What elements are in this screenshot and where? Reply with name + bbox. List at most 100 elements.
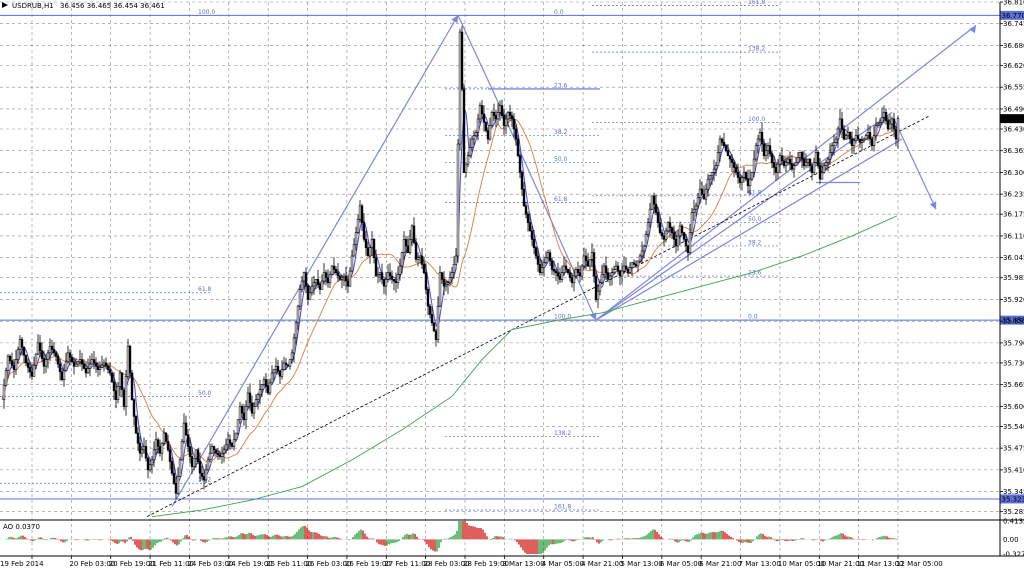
candle-body — [166, 441, 170, 451]
candle-body — [534, 247, 538, 257]
x-tick-label: 20 Feb 19:00 — [109, 560, 155, 568]
candle-body — [836, 128, 840, 140]
candle-body — [150, 459, 154, 466]
candle-body — [260, 384, 264, 390]
candle-body — [10, 360, 14, 366]
candle-body — [230, 442, 234, 447]
candles — [2, 25, 900, 500]
candle-body — [832, 142, 836, 147]
candle-body — [494, 115, 498, 120]
candle-body — [248, 392, 252, 404]
candle-body — [86, 368, 90, 374]
candle-body — [696, 197, 700, 207]
y-tick-label: 36.235 — [1003, 191, 1024, 199]
candle-body — [708, 175, 712, 180]
candle-body — [672, 232, 676, 240]
candle-body — [440, 272, 444, 280]
candle-body — [510, 115, 514, 120]
candle-body — [8, 355, 12, 362]
candle-body — [766, 145, 770, 152]
candle-body — [728, 155, 732, 160]
candle-body — [844, 135, 848, 140]
candle-body — [482, 113, 486, 123]
fib-level-label: 0.0 — [554, 9, 564, 16]
candle-body — [768, 145, 772, 155]
y-tick-label: 35.600 — [1003, 403, 1024, 411]
candle-body — [634, 264, 638, 267]
y-tick-label: 35.920 — [1003, 296, 1024, 304]
candle-body — [624, 265, 628, 270]
candle-body — [302, 272, 306, 282]
candle-body — [792, 165, 796, 170]
candle-body — [724, 145, 728, 152]
candle-body — [70, 357, 74, 363]
candle-body — [344, 275, 348, 282]
candle-body — [630, 262, 634, 268]
candle-body — [396, 274, 400, 284]
candle-body — [486, 130, 490, 140]
candle-body — [582, 255, 586, 267]
candle-body — [700, 188, 704, 195]
x-tick-label: 25 Feb 11:00 — [266, 560, 312, 568]
candle-body — [664, 230, 668, 240]
candle-body — [268, 382, 272, 394]
x-tick-label: 10 Mar 21:00 — [817, 560, 864, 568]
horizontal-levels[interactable]: 36.770 35.858 35.323 — [0, 10, 1024, 504]
candle-body — [828, 152, 832, 160]
candle-body — [462, 88, 466, 173]
candle-body — [516, 138, 520, 157]
candle-body — [718, 138, 722, 153]
candle-body — [312, 282, 316, 287]
candle-body — [786, 158, 790, 163]
candle-body — [496, 111, 500, 120]
candle-body — [186, 434, 190, 447]
fib-level-label: 61.8 — [198, 286, 212, 293]
candle-body — [88, 363, 92, 369]
candle-body — [126, 345, 130, 377]
x-tick-label: 28 Feb 03:00 — [424, 560, 470, 568]
candle-body — [826, 158, 830, 163]
candle-body — [310, 285, 314, 294]
expand-arrow-icon[interactable] — [2, 2, 8, 8]
fib-level-label: 61.8 — [748, 189, 762, 196]
candle-body — [842, 128, 846, 140]
candle-body — [170, 461, 174, 474]
candle-body — [58, 363, 62, 373]
fib-level-label: 61.8 — [554, 196, 568, 203]
candle-body — [164, 432, 168, 442]
candle-body — [154, 439, 158, 451]
candle-body — [752, 158, 756, 173]
candle-body — [662, 235, 666, 240]
candle-body — [412, 225, 416, 243]
candle-body — [76, 361, 80, 365]
candle-body — [16, 349, 20, 360]
candle-body — [178, 459, 182, 477]
candle-body — [790, 163, 794, 170]
candle-body — [784, 162, 788, 167]
candle-body — [318, 284, 322, 290]
candle-body — [650, 195, 654, 210]
candle-body — [90, 359, 94, 365]
candle-body — [556, 272, 560, 277]
candle-body — [586, 260, 590, 267]
candle-body — [12, 364, 16, 370]
candle-body — [438, 272, 442, 307]
y-tick-label: 36.110 — [1003, 232, 1024, 240]
candle-body — [56, 355, 60, 365]
candle-body — [642, 245, 646, 252]
candle-body — [538, 264, 542, 273]
drawing-tools[interactable]: 100.0 61.8 50.0 38.2 0.0 23.6 38.2 50.0 61.8 100.… — [0, 0, 977, 518]
ao-oscillator: 0.4132 0.00 -0.3279 — [6, 518, 1024, 559]
candle-body — [640, 250, 644, 257]
candle-body — [428, 305, 432, 315]
candle-body — [208, 452, 212, 461]
arrow-up-icon — [969, 25, 976, 34]
fib-level-label: 50.0 — [198, 390, 212, 397]
candle-body — [372, 238, 376, 258]
candle-body — [220, 452, 224, 457]
candle-body — [148, 464, 152, 471]
candle-body — [596, 290, 600, 300]
candle-body — [852, 140, 856, 147]
fib-level-label: 138.2 — [554, 430, 571, 437]
